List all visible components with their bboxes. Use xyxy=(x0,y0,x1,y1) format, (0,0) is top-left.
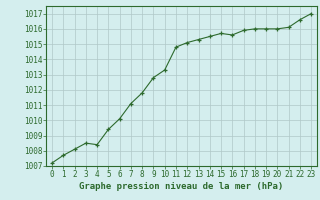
X-axis label: Graphe pression niveau de la mer (hPa): Graphe pression niveau de la mer (hPa) xyxy=(79,182,284,191)
